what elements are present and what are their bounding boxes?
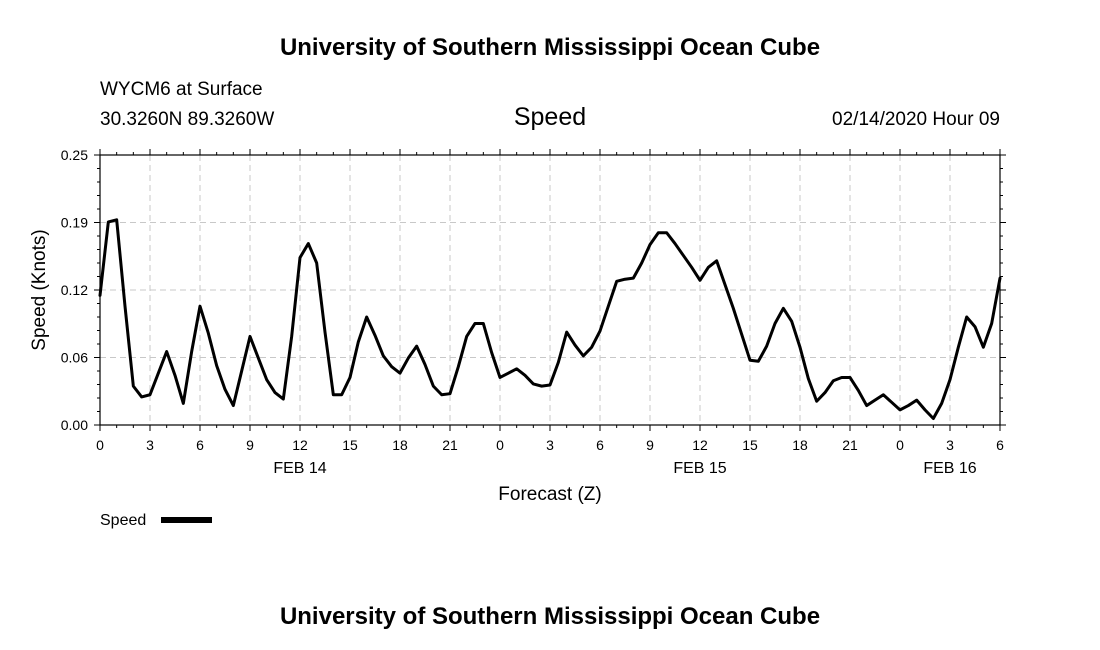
x-tick-label: 0 [96, 437, 104, 453]
x-tick-label: 6 [196, 437, 204, 453]
axes [94, 149, 1006, 431]
chart-title: Speed [514, 103, 586, 131]
x-tick-label: 0 [896, 437, 904, 453]
grid-lines [100, 155, 1000, 425]
x-tick-label: 12 [692, 437, 708, 453]
date-label: FEB 16 [923, 460, 976, 477]
chart-footer-title: University of Southern Mississippi Ocean… [280, 603, 820, 630]
y-tick-label: 0.00 [61, 417, 88, 433]
x-tick-label: 9 [246, 437, 254, 453]
x-tick-label: 18 [392, 437, 408, 453]
x-tick-label: 9 [646, 437, 654, 453]
date-label: FEB 14 [273, 460, 326, 477]
legend: Speed [100, 512, 212, 529]
x-tick-label: 15 [742, 437, 758, 453]
axis-labels: 0.00 0.06 0.12 0.19 0.25 0 3 6 9 12 15 18 21 0 3 6 9 12 15… [61, 147, 1004, 477]
y-tick-label: 0.19 [61, 215, 88, 231]
chart-header-title: University of Southern Mississippi Ocean… [280, 34, 820, 61]
y-tick-label: 0.25 [61, 147, 88, 163]
coordinates-label: 30.3260N 89.3260W [100, 109, 274, 130]
x-tick-label: 18 [792, 437, 808, 453]
y-tick-label: 0.12 [61, 282, 88, 298]
station-label: WYCM6 at Surface [100, 79, 263, 100]
speed-series-line [98, 218, 1002, 421]
x-tick-label: 3 [946, 437, 954, 453]
x-tick-label: 21 [842, 437, 858, 453]
legend-swatch [161, 517, 212, 523]
x-tick-label: 3 [546, 437, 554, 453]
x-tick-label: 3 [146, 437, 154, 453]
x-tick-label: 6 [596, 437, 604, 453]
x-tick-label: 12 [292, 437, 308, 453]
x-axis-label: Forecast (Z) [498, 484, 601, 505]
date-label: FEB 15 [673, 460, 726, 477]
y-tick-label: 0.06 [61, 350, 88, 366]
x-tick-label: 6 [996, 437, 1004, 453]
x-tick-label: 15 [342, 437, 358, 453]
series-layer [98, 218, 1002, 421]
legend-label: Speed [100, 512, 146, 529]
datetime-label: 02/14/2020 Hour 09 [832, 109, 1000, 130]
x-tick-label: 21 [442, 437, 458, 453]
x-tick-label: 0 [496, 437, 504, 453]
y-axis-label: Speed (Knots) [29, 229, 50, 350]
